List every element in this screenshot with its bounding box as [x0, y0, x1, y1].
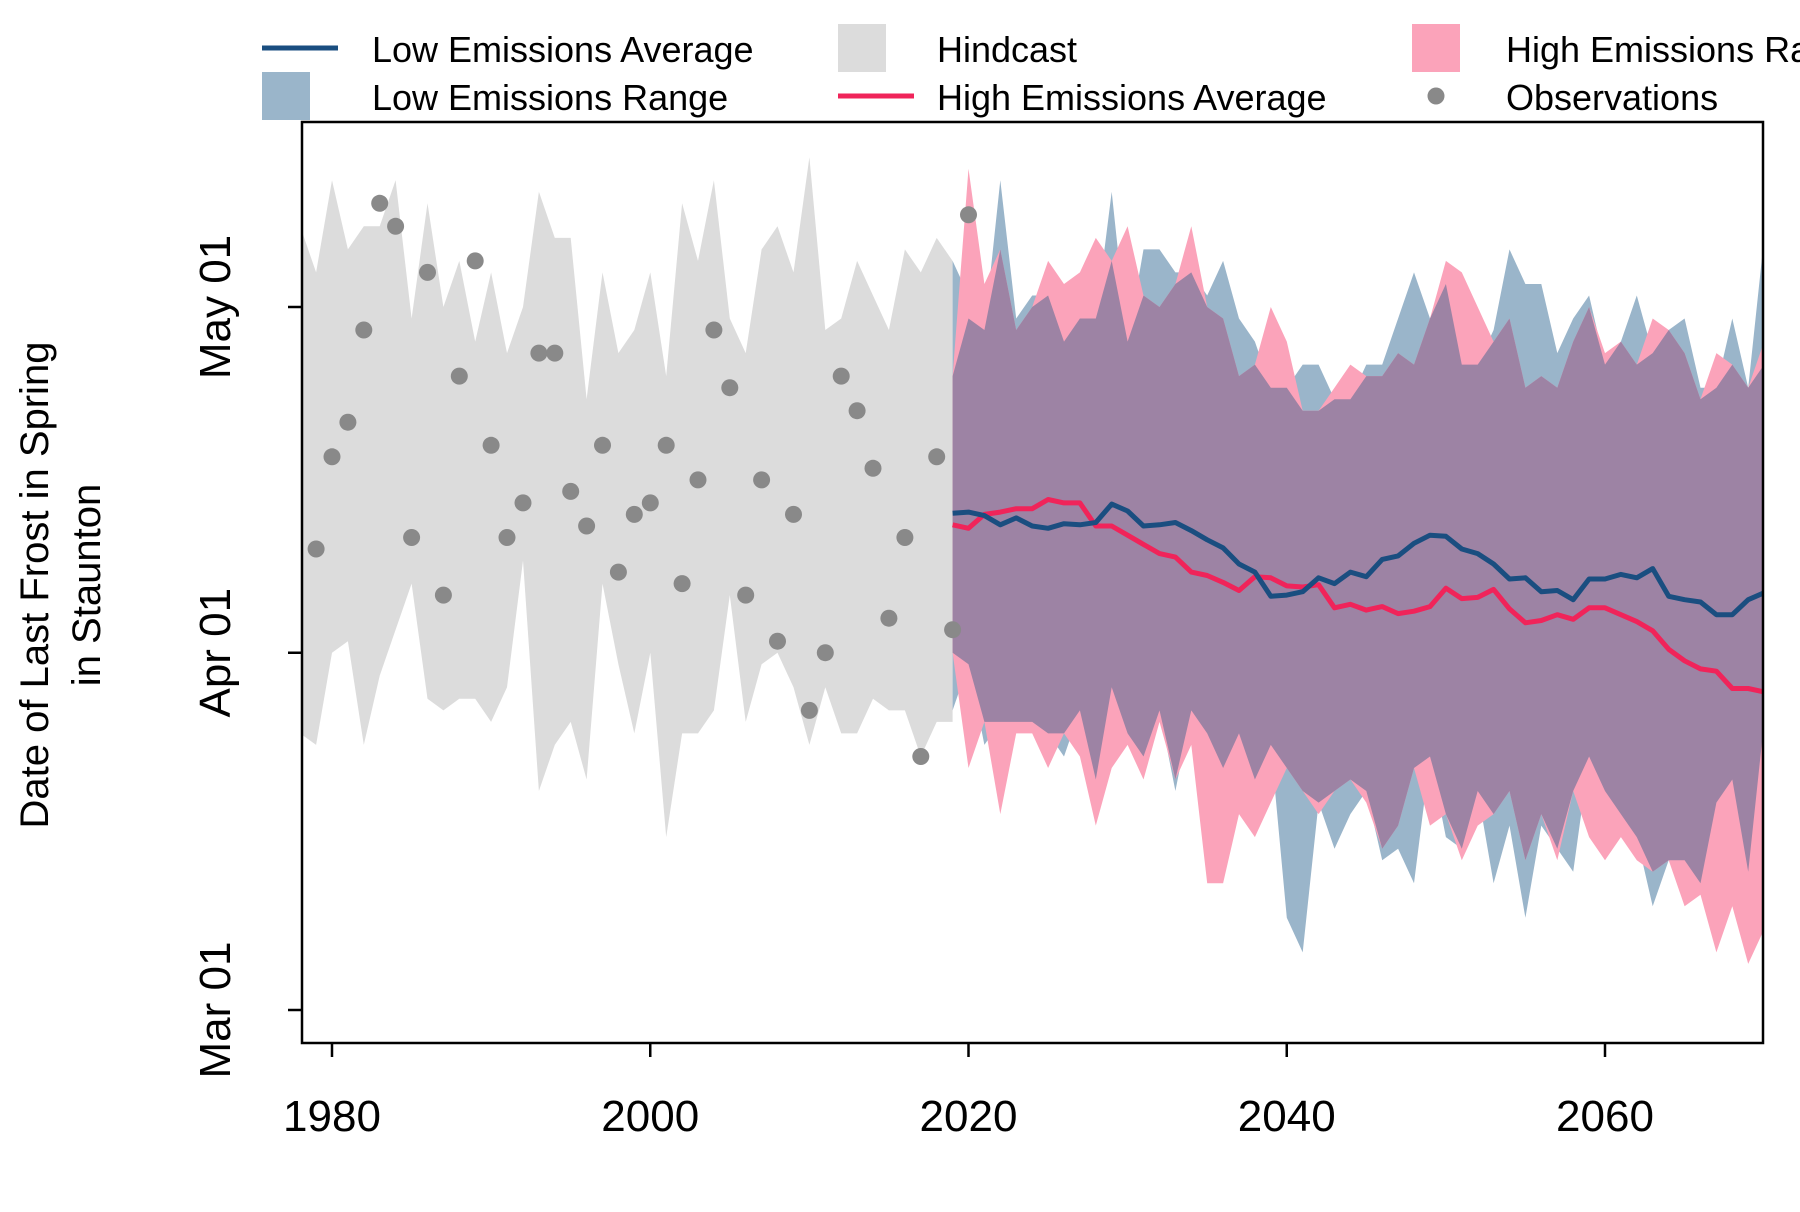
series-layer [302, 157, 1763, 964]
observation-point [562, 482, 580, 500]
observation-point [944, 621, 962, 639]
legend-item: Hindcast [838, 24, 1077, 72]
low-emissions-average-line [952, 501, 1763, 618]
observation-point [546, 344, 564, 362]
observation-point [403, 529, 421, 546]
observation-point [530, 344, 548, 362]
legend-label: Hindcast [937, 29, 1077, 70]
y-axis: Mar 01 Apr 01 May 01 [191, 235, 302, 1079]
observation-point [769, 632, 786, 650]
legend-label: Low Emissions Range [372, 77, 728, 118]
x-tick-label: 2040 [1238, 1092, 1336, 1141]
legend-fill-swatch [1412, 24, 1460, 72]
observation-point [609, 563, 627, 581]
observation-point [578, 517, 596, 535]
y-axis-label-line-2: in Staunton [65, 484, 109, 686]
observation-point [960, 206, 977, 224]
legend-item: High Emissions Average [838, 77, 1327, 118]
high-emissions-average-line [952, 497, 1763, 695]
observation-point [466, 252, 484, 270]
legend-fill-swatch [262, 72, 310, 120]
plot-frame [300, 120, 1765, 1045]
legend-fill-swatch [838, 24, 886, 72]
legend-item: Observations [1427, 77, 1718, 118]
y-axis-label-line-1: Date of Last Frost in Spring [13, 342, 57, 829]
observation-point [928, 448, 946, 466]
legend-label: High Emissions Range [1506, 29, 1800, 70]
y-tick-label: Mar 01 [191, 942, 240, 1079]
x-tick-label: 2000 [601, 1092, 699, 1141]
observation-point [641, 494, 659, 512]
observation-point [896, 529, 914, 546]
observation-point [721, 379, 739, 397]
observation-point [482, 436, 500, 454]
x-tick-label: 1980 [283, 1092, 381, 1141]
legend-item: Low Emissions Range [262, 72, 728, 120]
observation-point [594, 436, 611, 454]
legend-label: High Emissions Average [937, 77, 1327, 118]
x-tick-label: 2020 [920, 1092, 1018, 1141]
y-tick-label: May 01 [191, 235, 240, 379]
x-axis: 1980 2000 2020 2040 2060 [283, 1043, 1654, 1141]
observation-point [912, 748, 930, 765]
observation-point [625, 505, 643, 523]
observations-points [307, 194, 977, 765]
observation-point [880, 609, 898, 627]
observation-point [514, 494, 532, 512]
observation-point [737, 586, 755, 604]
observation-point [434, 586, 452, 604]
legend-point-swatch [1427, 87, 1445, 105]
x-tick-label: 2060 [1556, 1092, 1654, 1141]
observation-point [339, 413, 357, 431]
y-tick-label: Apr 01 [191, 588, 240, 718]
legend-label: Low Emissions Average [372, 29, 754, 70]
legend-label: Observations [1506, 77, 1718, 118]
observation-point [816, 644, 834, 662]
legend-item: High Emissions Range [1412, 24, 1800, 72]
observation-point [832, 367, 850, 385]
observation-point [323, 448, 341, 466]
observation-point [800, 701, 818, 719]
observation-point [450, 367, 468, 385]
observation-point [848, 402, 866, 420]
legend: Low Emissions Average Low Emissions Range… [262, 24, 1800, 120]
observation-point [419, 263, 436, 281]
observation-point [753, 471, 771, 489]
hindcast-band [302, 157, 953, 838]
observation-point [387, 217, 405, 235]
legend-item: Low Emissions Average [262, 29, 754, 70]
observation-point [371, 194, 389, 212]
observation-point [355, 321, 373, 339]
observation-point [785, 505, 802, 523]
observation-point [307, 540, 325, 558]
observation-point [657, 436, 675, 454]
observation-point [705, 321, 723, 339]
observation-point [689, 471, 707, 489]
observation-point [498, 529, 516, 546]
observation-point [864, 459, 882, 477]
range-overlap-band [952, 249, 1763, 884]
y-axis-label: Date of Last Frost in Spring in Staunton [13, 342, 109, 829]
observation-point [673, 575, 691, 593]
